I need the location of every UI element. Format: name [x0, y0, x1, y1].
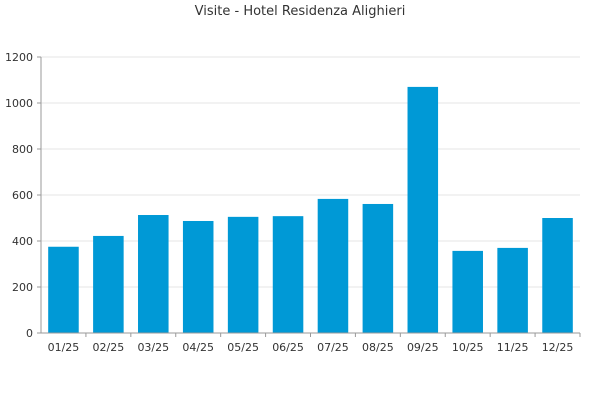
axes — [37, 56, 581, 337]
x-tick-label: 02/25 — [93, 341, 125, 354]
bar-12-25 — [542, 218, 573, 333]
y-tick-label: 1000 — [5, 97, 33, 110]
x-tick-label: 06/25 — [272, 341, 304, 354]
chart-title: Visite - Hotel Residenza Alighieri — [194, 4, 406, 19]
y-tick-label: 0 — [26, 327, 33, 340]
x-tick-label: 09/25 — [407, 341, 439, 354]
bar-05-25 — [227, 216, 259, 333]
y-tick-label: 1200 — [5, 51, 33, 64]
bars — [48, 86, 573, 334]
bar-09-25 — [407, 86, 439, 334]
tick-labels: 0 200 400 600 800 1000 1200 01/25 02/25 03/25 04/2… — [5, 51, 573, 354]
x-tick-label: 01/25 — [48, 341, 80, 354]
bar-06-25 — [272, 216, 304, 333]
y-tick-label: 800 — [12, 143, 33, 156]
bar-03-25 — [138, 215, 169, 333]
x-tick-label: 08/25 — [362, 341, 394, 354]
x-tick-label: 03/25 — [137, 341, 169, 354]
bar-08-25 — [362, 203, 394, 333]
x-tick-label: 12/25 — [542, 341, 574, 354]
y-tick-label: 600 — [12, 189, 33, 202]
bar-10-25 — [452, 250, 483, 333]
y-tick-label: 200 — [12, 281, 33, 294]
x-tick-label: 04/25 — [182, 341, 214, 354]
bar-01-25 — [48, 246, 79, 333]
bar-02-25 — [93, 235, 124, 333]
x-tick-label: 05/25 — [227, 341, 259, 354]
bar-11-25 — [497, 247, 528, 333]
bar-07-25 — [317, 198, 349, 333]
x-tick-label: 10/25 — [452, 341, 484, 354]
gridlines — [41, 56, 580, 288]
x-tick-label: 07/25 — [317, 341, 349, 354]
x-tick-label: 11/25 — [497, 341, 529, 354]
bar-04-25 — [182, 220, 214, 333]
y-tick-label: 400 — [12, 235, 33, 248]
